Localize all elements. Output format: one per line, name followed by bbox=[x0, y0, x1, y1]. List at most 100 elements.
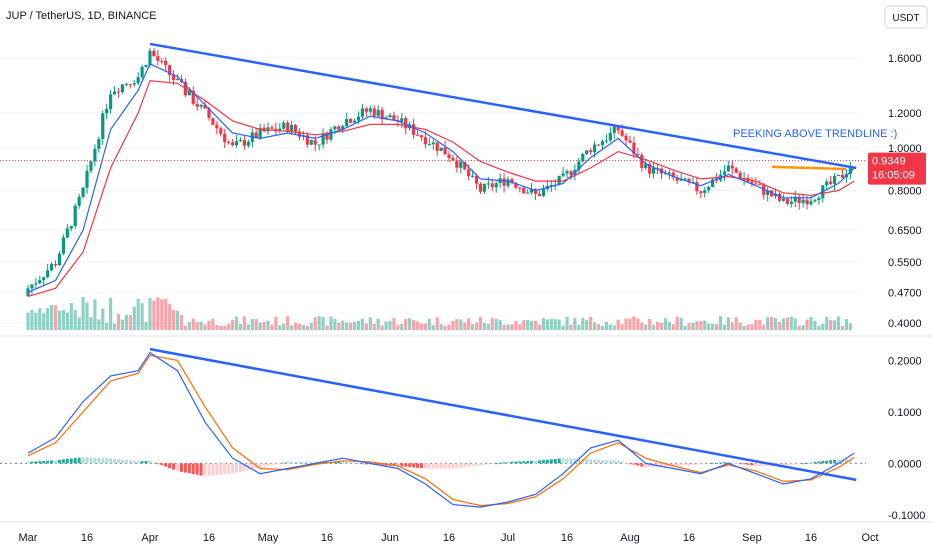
volume-bar bbox=[152, 300, 156, 330]
price-tick-label: 0.6500 bbox=[888, 225, 922, 237]
macd-hist-bar bbox=[290, 461, 294, 464]
macd-hist-bar bbox=[61, 459, 65, 464]
volume-bar bbox=[242, 316, 247, 330]
volume-bar bbox=[26, 312, 30, 330]
ema-slow-line bbox=[27, 79, 855, 297]
volume-bar bbox=[628, 318, 632, 330]
candle-body bbox=[199, 104, 203, 107]
candle-body bbox=[211, 118, 215, 125]
macd-tick-label: 0.0000 bbox=[888, 458, 922, 470]
candle-body bbox=[773, 193, 778, 197]
macd-hist-bar bbox=[136, 461, 140, 464]
macd-hist-bar bbox=[30, 461, 34, 464]
candle-body bbox=[797, 196, 801, 204]
macd-hist-bar bbox=[207, 463, 211, 476]
price-trendline[interactable] bbox=[149, 42, 857, 170]
volume-bar bbox=[785, 317, 789, 330]
macd-hist-bar bbox=[231, 463, 235, 474]
macd-hist-bar bbox=[691, 463, 695, 465]
candle-body bbox=[463, 161, 467, 170]
price-tick-label: 1.6000 bbox=[888, 53, 922, 65]
volume-bar bbox=[431, 325, 435, 330]
volume-bar bbox=[419, 323, 424, 330]
volume-bar bbox=[577, 325, 581, 330]
candle-body bbox=[640, 154, 644, 168]
candle-body bbox=[38, 280, 42, 284]
time-tick-label: Apr bbox=[141, 532, 158, 544]
macd-tick-label: 0.1000 bbox=[888, 407, 922, 419]
volume-bar bbox=[848, 323, 852, 330]
macd-hist-bar bbox=[848, 459, 852, 464]
candle-body bbox=[467, 169, 471, 177]
candle-body bbox=[128, 84, 132, 86]
volume-bar bbox=[773, 318, 778, 330]
macd-hist-bar bbox=[349, 462, 353, 464]
volume-bar bbox=[581, 317, 585, 330]
volume-bar bbox=[494, 318, 498, 330]
time-axis[interactable]: Mar 16 Apr 16 May 16 Jun 16 Jul 16 Aug 16 Sep 16 Oct bbox=[19, 532, 879, 544]
volume-bar bbox=[510, 324, 514, 330]
macd-hist-bar bbox=[419, 463, 423, 469]
volume-bar bbox=[482, 322, 487, 330]
candle-body bbox=[77, 196, 81, 206]
unit-label-box[interactable] bbox=[884, 5, 928, 29]
macd-hist-bar bbox=[471, 463, 475, 467]
candle-body bbox=[443, 147, 447, 155]
price-tick-label: 0.5500 bbox=[888, 257, 922, 269]
price-tick-labels: 1.6000 1.2000 1.0000 0.8000 0.6500 0.5500 0.47… bbox=[888, 53, 922, 330]
volume-bars bbox=[26, 296, 852, 330]
breakout-marker-line[interactable] bbox=[771, 165, 847, 171]
price-tick-label: 1.0000 bbox=[888, 143, 922, 155]
volume-bar bbox=[471, 324, 475, 330]
volume-bar bbox=[714, 324, 719, 330]
candle-body bbox=[651, 167, 656, 174]
candle-body bbox=[380, 109, 384, 120]
volume-bar bbox=[227, 323, 231, 330]
macd-hist-bar bbox=[518, 461, 522, 464]
price-axis[interactable]: USDT 1.6000 1.2000 1.0000 0.8000 0.6500 0.550… bbox=[868, 5, 928, 330]
volume-bar bbox=[73, 310, 77, 330]
volume-bar bbox=[549, 318, 553, 330]
macd-hist-bar bbox=[475, 463, 479, 466]
macd-hist-bar bbox=[266, 463, 270, 466]
volume-bar bbox=[325, 325, 329, 330]
macd-hist-bar bbox=[557, 458, 561, 464]
macd-hist-bar bbox=[612, 460, 616, 464]
candle-body bbox=[679, 179, 683, 181]
macd-hist-bar bbox=[675, 463, 679, 466]
macd-hist-bar bbox=[624, 462, 628, 464]
macd-hist-bar bbox=[549, 459, 553, 464]
macd-trendline[interactable] bbox=[149, 347, 857, 482]
macd-hist-bar bbox=[183, 463, 187, 473]
candle-body bbox=[758, 184, 762, 186]
volume-bar bbox=[537, 324, 542, 330]
macd-hist-bar bbox=[577, 458, 581, 464]
candle-body bbox=[65, 228, 69, 238]
volume-bar bbox=[211, 318, 215, 330]
volume-bar bbox=[789, 316, 793, 330]
volume-bar bbox=[168, 304, 172, 330]
candle-body bbox=[144, 64, 148, 67]
candle-body bbox=[596, 144, 601, 146]
volume-bar bbox=[384, 321, 388, 330]
candle-body bbox=[541, 189, 546, 196]
macd-hist-bar bbox=[545, 459, 549, 464]
macd-hist-bar bbox=[215, 463, 219, 476]
candle-body bbox=[600, 141, 605, 145]
volume-bar bbox=[533, 320, 538, 330]
macd-hist-bar bbox=[113, 458, 117, 464]
candle-body bbox=[549, 185, 553, 187]
macd-hist-bar bbox=[309, 462, 313, 464]
macd-hist-bar bbox=[522, 461, 526, 464]
candle-body bbox=[109, 94, 113, 109]
candle-body bbox=[636, 154, 640, 156]
trendline-annotation[interactable]: PEEKING ABOVE TRENDLINE :) bbox=[733, 128, 897, 140]
volume-bar bbox=[112, 323, 117, 330]
candle-body bbox=[486, 183, 490, 185]
volume-bar bbox=[797, 325, 801, 330]
macd-hist-bar bbox=[191, 463, 195, 475]
volume-bar bbox=[829, 320, 833, 330]
candle-body bbox=[388, 115, 392, 118]
macd-hist-bar bbox=[636, 463, 640, 466]
